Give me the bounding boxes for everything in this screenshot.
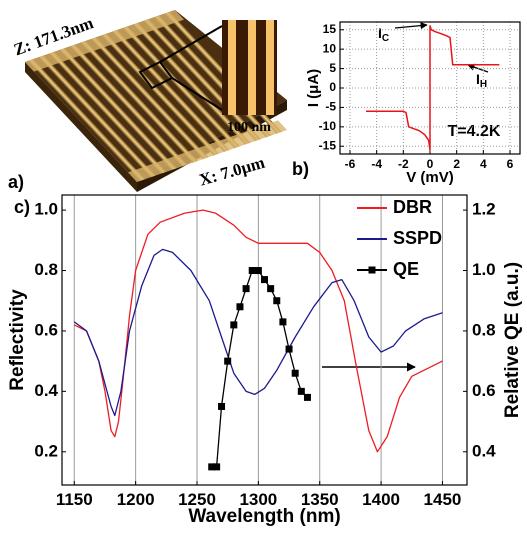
- figure: Z: 171.3nm X: 7.0μm 100 nm a) IC IH T=4.…: [0, 0, 527, 540]
- panel-label: a): [8, 172, 24, 192]
- y2-tick-label: 1.0: [472, 260, 496, 279]
- y-axis-title: Reflectivity: [7, 289, 28, 391]
- legend-label: SSPD: [393, 228, 442, 248]
- y-tick-label: -15: [319, 138, 337, 152]
- x-tick-label: 1450: [424, 490, 462, 509]
- data-line: [212, 271, 308, 467]
- marker: [213, 463, 220, 470]
- x-tick-label: 4: [480, 157, 487, 171]
- legend-label: QE: [393, 259, 419, 279]
- y-tick-label: 0.8: [34, 260, 58, 279]
- y2-tick-label: 1.2: [472, 200, 496, 219]
- y2-tick-label: 0.6: [472, 381, 496, 400]
- x-tick-label: 1200: [117, 490, 155, 509]
- annotation: IC: [378, 25, 389, 44]
- annotation-subscript: H: [480, 79, 487, 90]
- marker: [304, 394, 311, 401]
- marker: [243, 285, 250, 292]
- marker: [279, 318, 286, 325]
- y-tick-label: -10: [319, 119, 337, 133]
- marker: [273, 297, 280, 304]
- annotation-subscript: C: [382, 33, 389, 44]
- panel-label: c): [14, 197, 30, 217]
- marker: [255, 267, 262, 274]
- y-tick-label: 0: [329, 80, 336, 94]
- annotation: T=4.2K: [448, 123, 501, 140]
- x-label: X: 7.0μm: [197, 153, 267, 190]
- annotation-arrow: [395, 25, 427, 28]
- x-axis-title: Wavelength (nm): [188, 506, 340, 527]
- marker: [267, 285, 274, 292]
- y2-tick-label: 0.4: [472, 441, 496, 460]
- marker: [261, 276, 268, 283]
- y-tick-label: 0.2: [34, 441, 58, 460]
- y-tick-label: 15: [323, 22, 337, 36]
- marker: [236, 303, 243, 310]
- x-tick-label: 2: [453, 157, 460, 171]
- scale-label: 100 nm: [227, 120, 271, 135]
- x-tick-label: 1400: [362, 490, 400, 509]
- panel-label: b): [292, 159, 309, 179]
- x-tick-label: -4: [371, 157, 382, 171]
- marker: [292, 370, 299, 377]
- y-tick-label: 5: [329, 61, 336, 75]
- marker: [298, 388, 305, 395]
- legend-marker: [369, 267, 376, 274]
- legend-label: DBR: [393, 197, 432, 217]
- marker: [230, 321, 237, 328]
- marker: [286, 346, 293, 353]
- x-axis-title: V (mV): [406, 169, 454, 186]
- y-tick-label: -5: [325, 100, 336, 114]
- annotation: IH: [476, 71, 487, 90]
- y-tick-label: 1.0: [34, 200, 58, 219]
- marker: [249, 267, 256, 274]
- y2-axis-title: Relative QE (a.u.): [502, 262, 523, 418]
- y-tick-label: 0.6: [34, 320, 58, 339]
- y2-tick-label: 0.8: [472, 320, 496, 339]
- marker: [218, 403, 225, 410]
- y-tick-label: 0.4: [34, 381, 58, 400]
- y-axis-title: I (μA): [305, 69, 322, 107]
- marker: [224, 358, 231, 365]
- x-tick-label: 6: [507, 157, 514, 171]
- x-tick-label: 1150: [56, 490, 93, 509]
- x-tick-label: -6: [345, 157, 356, 171]
- y-tick-label: 10: [323, 41, 337, 55]
